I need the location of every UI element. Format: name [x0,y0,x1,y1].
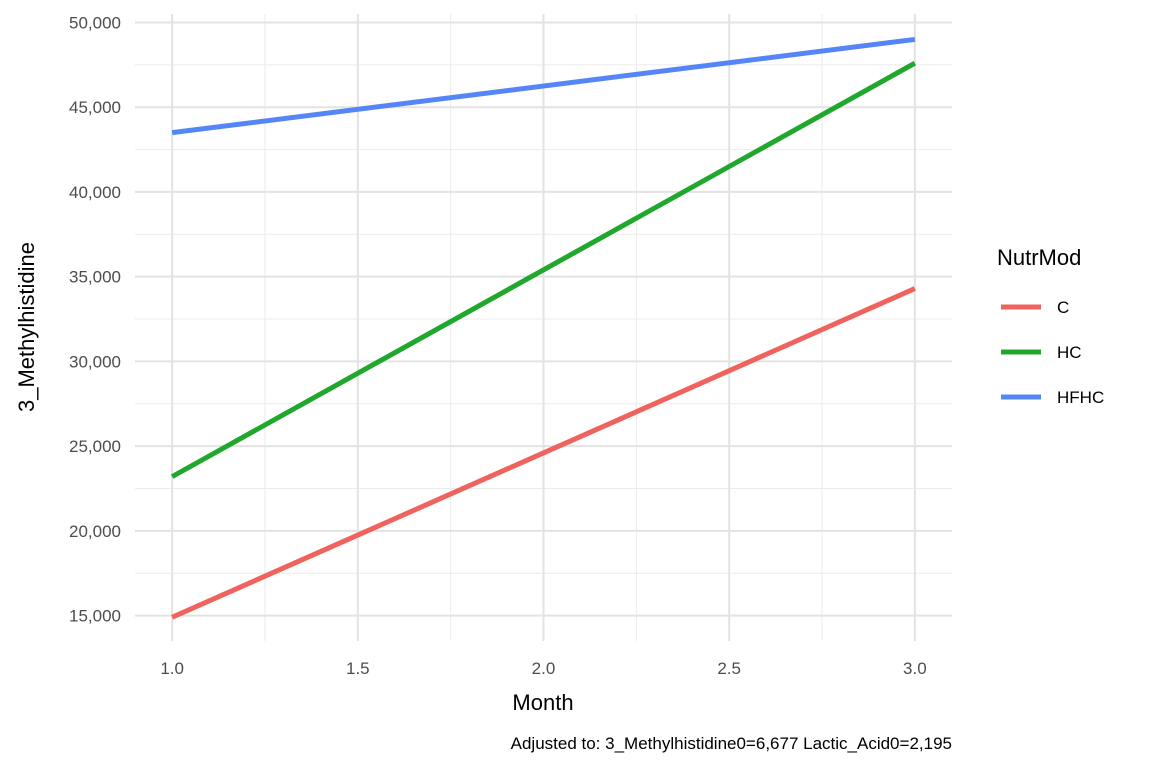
y-tick-label: 50,000 [69,13,121,32]
y-tick-label: 15,000 [69,607,121,626]
x-tick-label: 2.5 [717,659,741,678]
y-axis-title: 3_Methylhistidine [14,242,39,412]
legend-label-hc: HC [1057,343,1082,362]
x-axis-ticks: 1.0 1.5 2.0 2.5 3.0 [160,659,926,678]
x-axis-title: Month [512,690,573,715]
y-tick-label: 25,000 [69,437,121,456]
y-tick-label: 30,000 [69,352,121,371]
series-layer [170,36,917,620]
y-tick-label: 20,000 [69,522,121,541]
x-tick-label: 1.0 [160,659,184,678]
legend: NutrMod C HC HFHC [997,245,1104,407]
y-tick-label: 40,000 [69,183,121,202]
legend-title: NutrMod [997,245,1081,270]
series-line-hc [170,60,917,479]
series-line-c [171,286,916,620]
grid [135,14,952,641]
legend-label-hfhc: HFHC [1057,388,1104,407]
x-tick-label: 3.0 [903,659,927,678]
y-tick-label: 35,000 [69,268,121,287]
x-tick-label: 1.5 [346,659,370,678]
y-axis-ticks: 15,000 20,000 25,000 30,000 35,000 40,000 45,0… [69,13,121,625]
y-tick-label: 45,000 [69,98,121,117]
x-tick-label: 2.0 [532,659,556,678]
caption: Adjusted to: 3_Methylhistidine0=6,677 La… [511,734,952,753]
series-line-hfhc [171,36,916,136]
legend-label-c: C [1057,298,1069,317]
